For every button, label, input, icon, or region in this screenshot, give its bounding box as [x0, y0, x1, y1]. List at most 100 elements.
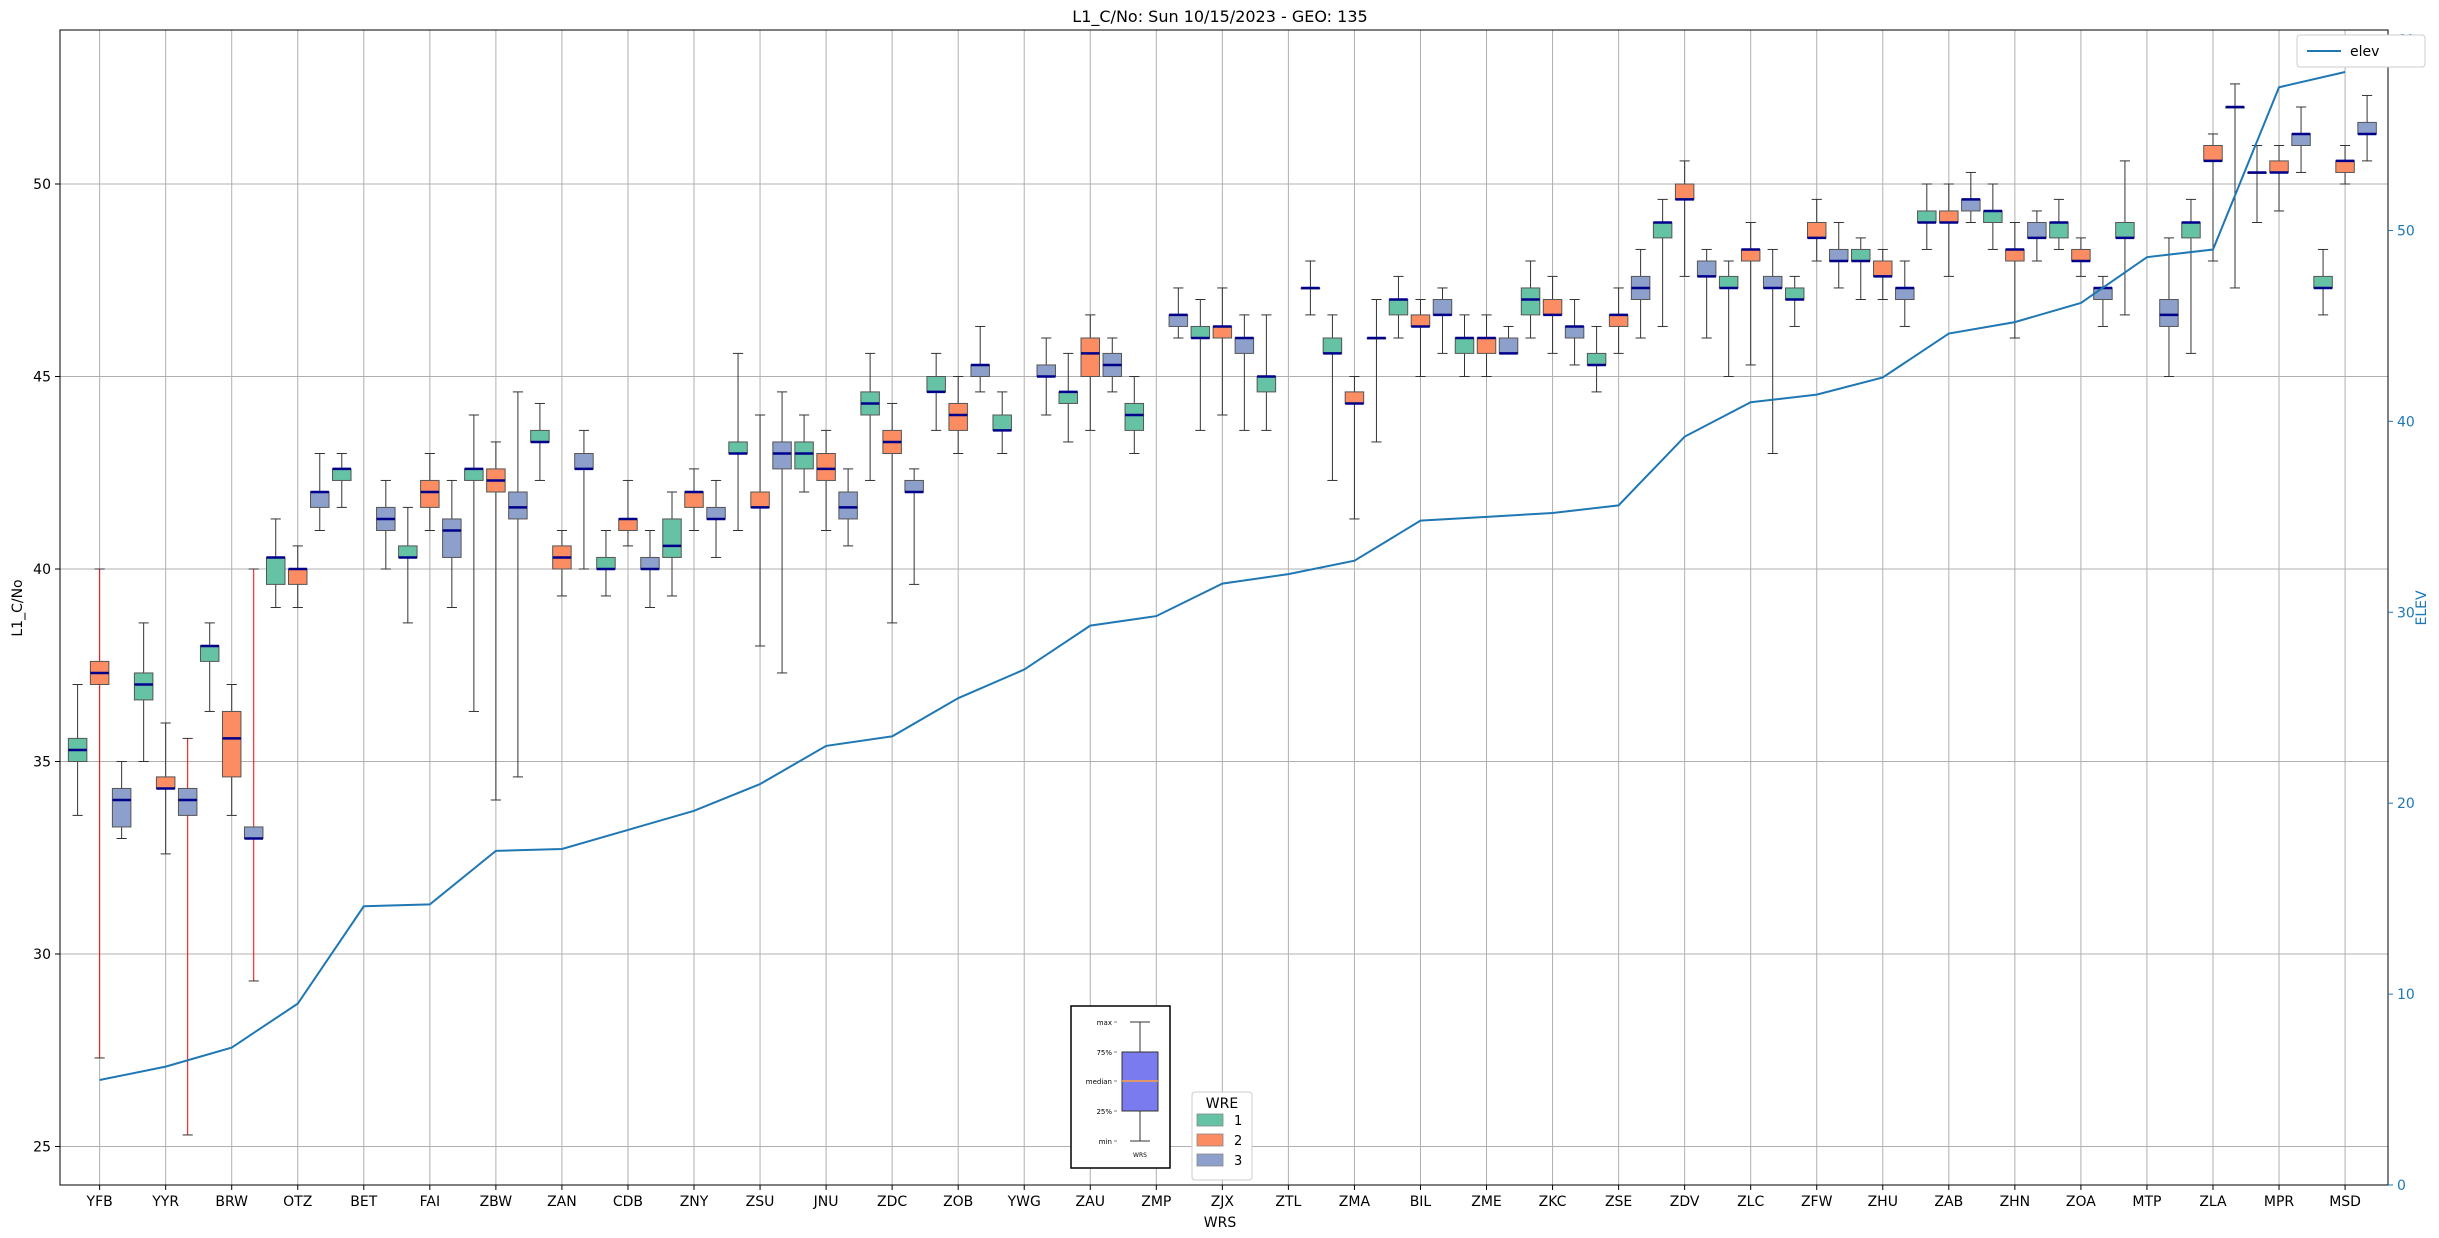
- inset-label-4: min: [1099, 1138, 1112, 1146]
- box-ZHU-wre-1: [1851, 237, 1871, 300]
- box-ZSU-wre-2: [750, 414, 770, 647]
- box-YFB-wre-2: [89, 568, 110, 1059]
- box-iqr: [442, 518, 462, 558]
- x-tick-label: JNU: [813, 1194, 839, 1210]
- box-CDB-wre-1: [596, 530, 616, 597]
- box-iqr: [1961, 198, 1981, 212]
- box-ZHU-wre-3: [1895, 260, 1915, 327]
- box-ZNY-wre-1: [662, 491, 682, 597]
- box-ZNY-wre-3: [706, 479, 726, 558]
- box-iqr: [1212, 325, 1233, 339]
- box-iqr: [1806, 222, 1827, 239]
- box-iqr: [948, 402, 968, 431]
- y2-tick-label: 10: [2397, 987, 2415, 1003]
- box-iqr: [1696, 260, 1717, 277]
- box-iqr: [1476, 337, 1497, 354]
- box-ZMA-wre-1: [1322, 314, 1343, 481]
- box-ZSE-wre-3: [1630, 248, 1651, 339]
- x-tick-label: ZMA: [1339, 1194, 1371, 1210]
- box-iqr: [992, 414, 1012, 431]
- x-tick-label: ZHU: [1868, 1194, 1898, 1210]
- box-iqr: [1498, 337, 1519, 354]
- box-iqr: [332, 468, 352, 481]
- box-BET-wre-3: [376, 479, 396, 570]
- x-tick-label: BRW: [215, 1194, 248, 1210]
- elev-legend-label: elev: [2350, 44, 2379, 60]
- x-tick-label: ZJX: [1211, 1194, 1235, 1210]
- elev-legend: elev: [2296, 34, 2426, 68]
- box-iqr: [2049, 222, 2069, 239]
- box-BIL-wre-3: [1432, 287, 1453, 354]
- box-iqr: [904, 479, 924, 493]
- box-iqr: [596, 556, 616, 570]
- box-BRW-wre-1: [199, 622, 220, 712]
- box-iqr: [1344, 391, 1365, 404]
- box-iqr: [420, 479, 440, 508]
- box-ZME-wre-3: [1498, 325, 1519, 355]
- box-ZJX-wre-2: [1212, 287, 1233, 416]
- box-iqr: [1608, 314, 1629, 327]
- box-BIL-wre-1: [1388, 275, 1409, 339]
- box-ZAB-wre-2: [1939, 183, 1959, 277]
- x-tick-label: ZAB: [1934, 1194, 1963, 1210]
- x-tick-label: YYR: [151, 1194, 179, 1210]
- y-tick-label: 45: [33, 370, 51, 386]
- box-ZFW-wre-3: [1829, 222, 1849, 289]
- box-ZBW-wre-3: [508, 391, 528, 778]
- x-tick-label: OTZ: [283, 1194, 312, 1210]
- box-ZSE-wre-1: [1586, 325, 1607, 393]
- box-JNU-wre-1: [794, 414, 814, 493]
- box-CDB-wre-2: [618, 479, 638, 547]
- box-ZMA-wre-2: [1344, 376, 1365, 520]
- box-ZKC-wre-3: [1564, 299, 1585, 366]
- box-iqr: [2291, 133, 2311, 146]
- box-iqr: [133, 672, 154, 701]
- box-ZMP-wre-3: [1168, 287, 1189, 339]
- x-tick-label: ZMP: [1141, 1194, 1171, 1210]
- y-tick-label: 35: [33, 755, 51, 771]
- box-iqr: [1190, 325, 1211, 339]
- x-axis-label: WRS: [1204, 1215, 1237, 1231]
- box-ZMP-wre-1: [1124, 376, 1145, 454]
- box-iqr: [816, 453, 836, 481]
- box-iqr: [1564, 325, 1585, 339]
- box-ZLA-wre-2: [2203, 133, 2223, 262]
- box-ZAN-wre-3: [574, 429, 594, 570]
- wre-legend-label-2: 2: [1234, 1134, 1242, 1149]
- box-MPR-wre-3: [2291, 106, 2311, 173]
- box-ZKC-wre-2: [1542, 275, 1563, 354]
- box-ZME-wre-1: [1454, 314, 1475, 377]
- x-tick-label: CDB: [613, 1194, 643, 1210]
- box-iqr: [2115, 222, 2135, 239]
- box-iqr: [2005, 248, 2025, 262]
- x-tick-label: ZME: [1471, 1194, 1502, 1210]
- box-iqr: [530, 429, 550, 443]
- box-ZSU-wre-1: [728, 352, 748, 531]
- x-tick-label: BET: [350, 1194, 377, 1210]
- box-ZAU-wre-3: [1102, 337, 1123, 393]
- y-tick-label: 30: [33, 947, 51, 963]
- box-iqr: [1388, 299, 1409, 316]
- x-tick-label: FAI: [420, 1194, 440, 1210]
- y2-tick-label: 30: [2397, 605, 2415, 621]
- x-tick-label: ZAU: [1076, 1194, 1105, 1210]
- box-JNU-wre-3: [838, 468, 858, 547]
- elev-line-layer: [99, 71, 2346, 1081]
- x-tick-label: ZDV: [1670, 1194, 1700, 1210]
- box-iqr: [1080, 337, 1101, 377]
- y-tick-label: 40: [33, 562, 51, 578]
- box-YFB-wre-3: [111, 761, 132, 839]
- box-iqr: [221, 710, 242, 778]
- box-OTZ-wre-2: [288, 545, 308, 608]
- box-iqr: [1542, 299, 1563, 316]
- box-ZME-wre-2: [1476, 314, 1497, 377]
- wre-legend-swatch-1: [1196, 1113, 1224, 1127]
- box-ZKC-wre-1: [1520, 260, 1541, 339]
- box-MSD-wre-2: [2335, 145, 2355, 185]
- box-iqr: [1454, 337, 1475, 354]
- box-ZSU-wre-3: [772, 391, 792, 674]
- box-iqr: [706, 506, 726, 520]
- box-ZDC-wre-3: [904, 468, 924, 585]
- box-iqr: [508, 491, 528, 520]
- x-tick-label: ZSE: [1605, 1194, 1632, 1210]
